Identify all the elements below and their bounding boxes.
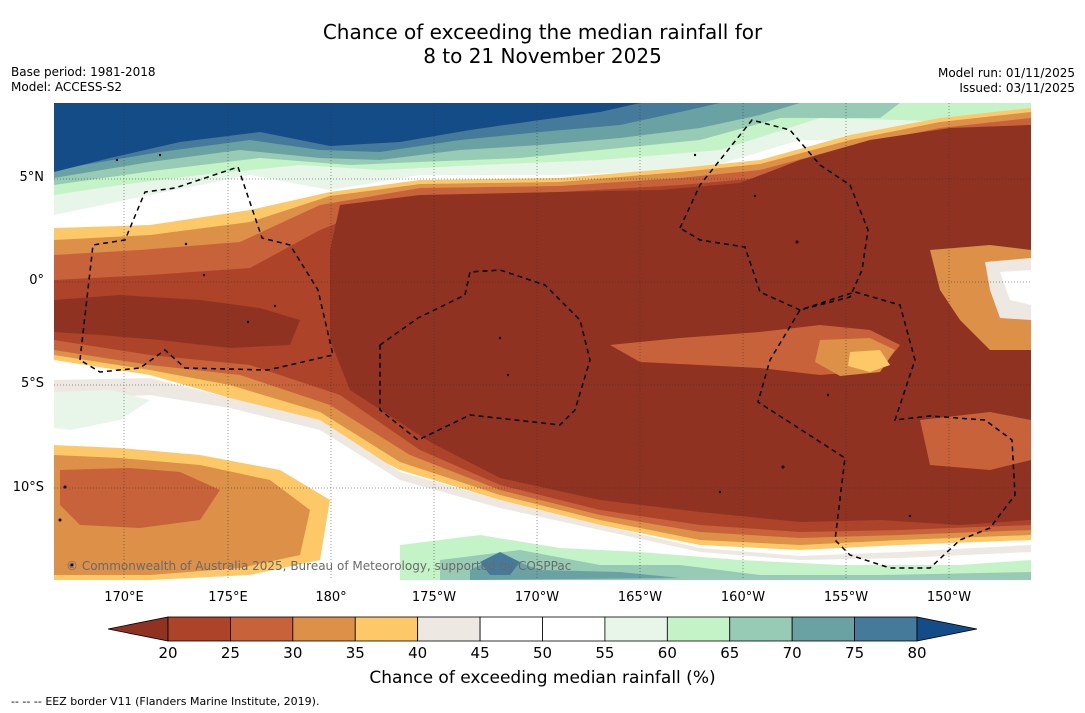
colorbar-segment-25-30 (230, 616, 294, 642)
colorbar-tick-70: 70 (782, 644, 802, 662)
copyright-notice: © Commonwealth of Australia 2025, Bureau… (66, 559, 572, 573)
lon-label-160w: 160°W (720, 590, 766, 605)
colorbar-segment-75-80 (854, 616, 918, 642)
colorbar-segment-70-75 (791, 616, 855, 642)
colorbar-tick-55: 55 (595, 644, 615, 662)
patch-east-3 (1000, 270, 1031, 305)
rainfall-probability-field (54, 103, 1031, 580)
lat-label-10s: 10°S (12, 480, 44, 495)
region-sw-orange (60, 468, 220, 528)
colorbar-segment-30-35 (292, 616, 356, 642)
colorbar-segment-20-25 (167, 616, 231, 642)
islands (58, 153, 912, 567)
map-title: Chance of exceeding the median rainfall … (0, 20, 1085, 68)
eez-borders (79, 119, 1016, 569)
region-south-blue (480, 552, 520, 575)
colorbar-segment-60-65 (666, 616, 731, 642)
colorbar-segment-40-45 (417, 616, 481, 642)
colorbar-extend-low (107, 616, 169, 642)
lon-label-175w: 175°W (411, 590, 457, 605)
model-name: Model: ACCESS-S2 (11, 80, 123, 94)
metadata-left: Base period: 1981-2018 Model: ACCESS-S2 (11, 65, 156, 95)
title-line-2: 8 to 21 November 2025 (423, 44, 662, 68)
region-north-darkblue (54, 103, 640, 172)
colorbar-tick-20: 20 (158, 644, 178, 662)
lon-label-150w: 150°W (926, 590, 972, 605)
colorbar (107, 616, 978, 642)
region-south-lightgreen (54, 390, 150, 430)
colorbar-tick-25: 25 (220, 644, 240, 662)
colorbar-tick-30: 30 (283, 644, 303, 662)
lat-label-5s: 5°S (20, 376, 44, 391)
lon-label-175e: 175°E (208, 590, 248, 605)
footer-legend: -- -- -- EEZ border V11 (Flanders Marine… (11, 695, 319, 708)
lon-label-165w: 165°W (617, 590, 663, 605)
colorbar-tick-45: 45 (470, 644, 490, 662)
colorbar-segment-35-40 (354, 616, 419, 642)
metadata-right: Model run: 01/11/2025 Issued: 03/11/2025 (938, 66, 1075, 96)
lon-label-155w: 155°W (823, 590, 869, 605)
lon-label-170e: 170°E (104, 590, 144, 605)
colorbar-tick-40: 40 (408, 644, 428, 662)
lat-label-0: 0° (29, 273, 44, 288)
colorbar-tick-80: 80 (907, 644, 927, 662)
graticule (54, 103, 1031, 580)
colorbar-tick-50: 50 (532, 644, 553, 662)
colorbar-tick-75: 75 (845, 644, 865, 662)
colorbar-tick-65: 65 (720, 644, 740, 662)
model-run: Model run: 01/11/2025 (937, 66, 1075, 80)
colorbar-segment-65-70 (729, 616, 793, 642)
colorbar-segment-55-60 (604, 616, 668, 642)
region-south-teal (470, 555, 680, 580)
footer-legend-text: EEZ border V11 (Flanders Marine Institut… (45, 695, 320, 708)
issued-date: Issued: 03/11/2025 (959, 81, 1075, 95)
colorbar-extend-high (916, 616, 978, 642)
patch-se-1 (920, 412, 1031, 470)
lat-label-5n: 5°N (19, 170, 45, 185)
lon-label-170w: 170°W (514, 590, 560, 605)
footer-legend-symbol: -- -- -- (11, 695, 42, 708)
title-line-1: Chance of exceeding the median rainfall … (322, 20, 763, 44)
region-dry-darkest (330, 125, 1031, 525)
colorbar-segment-45-50 (479, 616, 543, 642)
base-period: Base period: 1981-2018 (11, 65, 156, 79)
colorbar-tick-60: 60 (657, 644, 677, 662)
colorbar-segment-50-55 (542, 616, 606, 642)
colorbar-tick-35: 35 (345, 644, 365, 662)
lon-label-180: 180° (315, 590, 347, 605)
colorbar-title: Chance of exceeding median rainfall (%) (369, 668, 716, 688)
patch-mid-3 (848, 350, 890, 372)
patch-west-dark (54, 295, 300, 348)
